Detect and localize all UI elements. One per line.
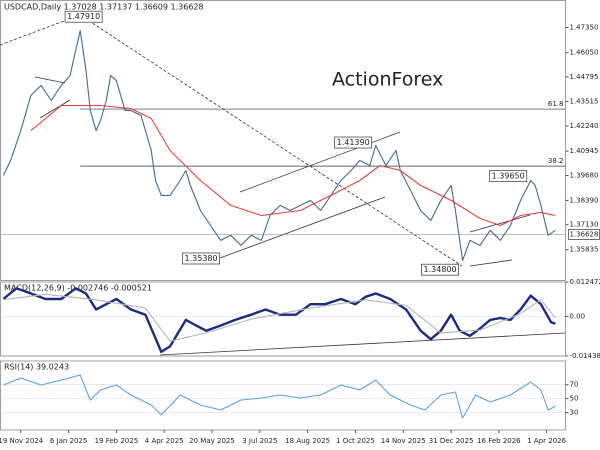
y-tick-label: 0.00 <box>570 312 586 320</box>
rsi-panel <box>0 360 566 431</box>
pattern-line <box>34 76 66 84</box>
x-tick-label: 20 May 2025 <box>189 437 235 445</box>
x-tick-label: 31 Dec 2025 <box>429 437 474 445</box>
price-annotation-box <box>489 170 528 182</box>
x-tick-label: 14 Nov 2025 <box>381 437 426 445</box>
y-tick-label: 1.37130 <box>570 221 599 229</box>
y-tick-label: 70 <box>570 381 579 389</box>
last-price-box <box>568 229 600 240</box>
trend-line <box>79 14 463 267</box>
pattern-line <box>469 259 513 267</box>
macd-title: MACD(12,26,9) -0.002746 -0.000521 <box>4 284 152 293</box>
y-tick-label: 1.40945 <box>570 147 599 155</box>
price-annotation: 1.39650 <box>492 172 525 181</box>
fib-label: 38.2 <box>548 157 564 165</box>
price-annotation-box <box>334 136 373 149</box>
y-tick-label: 1.46050 <box>570 49 599 57</box>
y-tick-label: 0.012472 <box>570 278 600 286</box>
price-annotation-box <box>182 252 220 265</box>
y-tick-label: 1.44795 <box>570 73 599 81</box>
channel-line <box>219 196 386 259</box>
series-line <box>3 293 556 342</box>
y-tick-label: 1.42240 <box>570 122 599 130</box>
y-tick-label: 1.43515 <box>570 98 599 106</box>
fib-label: 61.8 <box>548 100 564 108</box>
x-tick-label: 4 Apr 2025 <box>145 437 184 445</box>
price-annotation: 1.34800 <box>424 265 457 274</box>
channel-line <box>239 131 401 193</box>
x-tick-label: 19 Nov 2024 <box>0 437 44 445</box>
y-tick-label: 1.35835 <box>570 246 599 254</box>
x-tick-label: 19 Feb 2025 <box>95 437 139 445</box>
price-annotation-box <box>64 10 103 23</box>
price-panel <box>0 0 566 281</box>
x-tick-label: 6 Jan 2025 <box>50 437 88 445</box>
price-annotation-box <box>421 263 459 276</box>
pattern-line <box>469 214 531 233</box>
series-line <box>2 30 556 261</box>
x-tick-label: 1 Oct 2025 <box>336 437 375 445</box>
rsi-title: RSI(14) 39.0243 <box>4 363 69 372</box>
price-annotation: 1.41390 <box>337 138 370 147</box>
watermark: ActionForex <box>332 69 443 91</box>
last-price-label: 1.36628 <box>570 230 599 238</box>
y-tick-label: 1.47350 <box>570 24 599 32</box>
price-annotation: 1.35380 <box>185 254 218 263</box>
macd-trend-line <box>159 332 566 356</box>
series-line <box>30 104 556 227</box>
y-tick-label: 50 <box>570 395 579 403</box>
y-tick-label: -0.014389 <box>570 352 600 360</box>
y-tick-label: 1.38390 <box>570 196 599 204</box>
x-tick-label: 16 Feb 2026 <box>477 437 521 445</box>
pattern-line <box>39 99 71 119</box>
x-tick-label: 18 Aug 2025 <box>285 437 330 445</box>
x-tick-label: 1 Apr 2026 <box>527 437 566 445</box>
y-tick-label: 1.39680 <box>570 172 599 180</box>
price-annotation: 1.47910 <box>67 12 100 21</box>
series-line <box>3 374 556 419</box>
y-tick-label: 30 <box>570 409 579 417</box>
chart-title: USDCAD,Daily 1.37028 1.37137 1.36609 1.3… <box>4 3 204 12</box>
x-tick-label: 3 Jul 2025 <box>242 437 277 445</box>
